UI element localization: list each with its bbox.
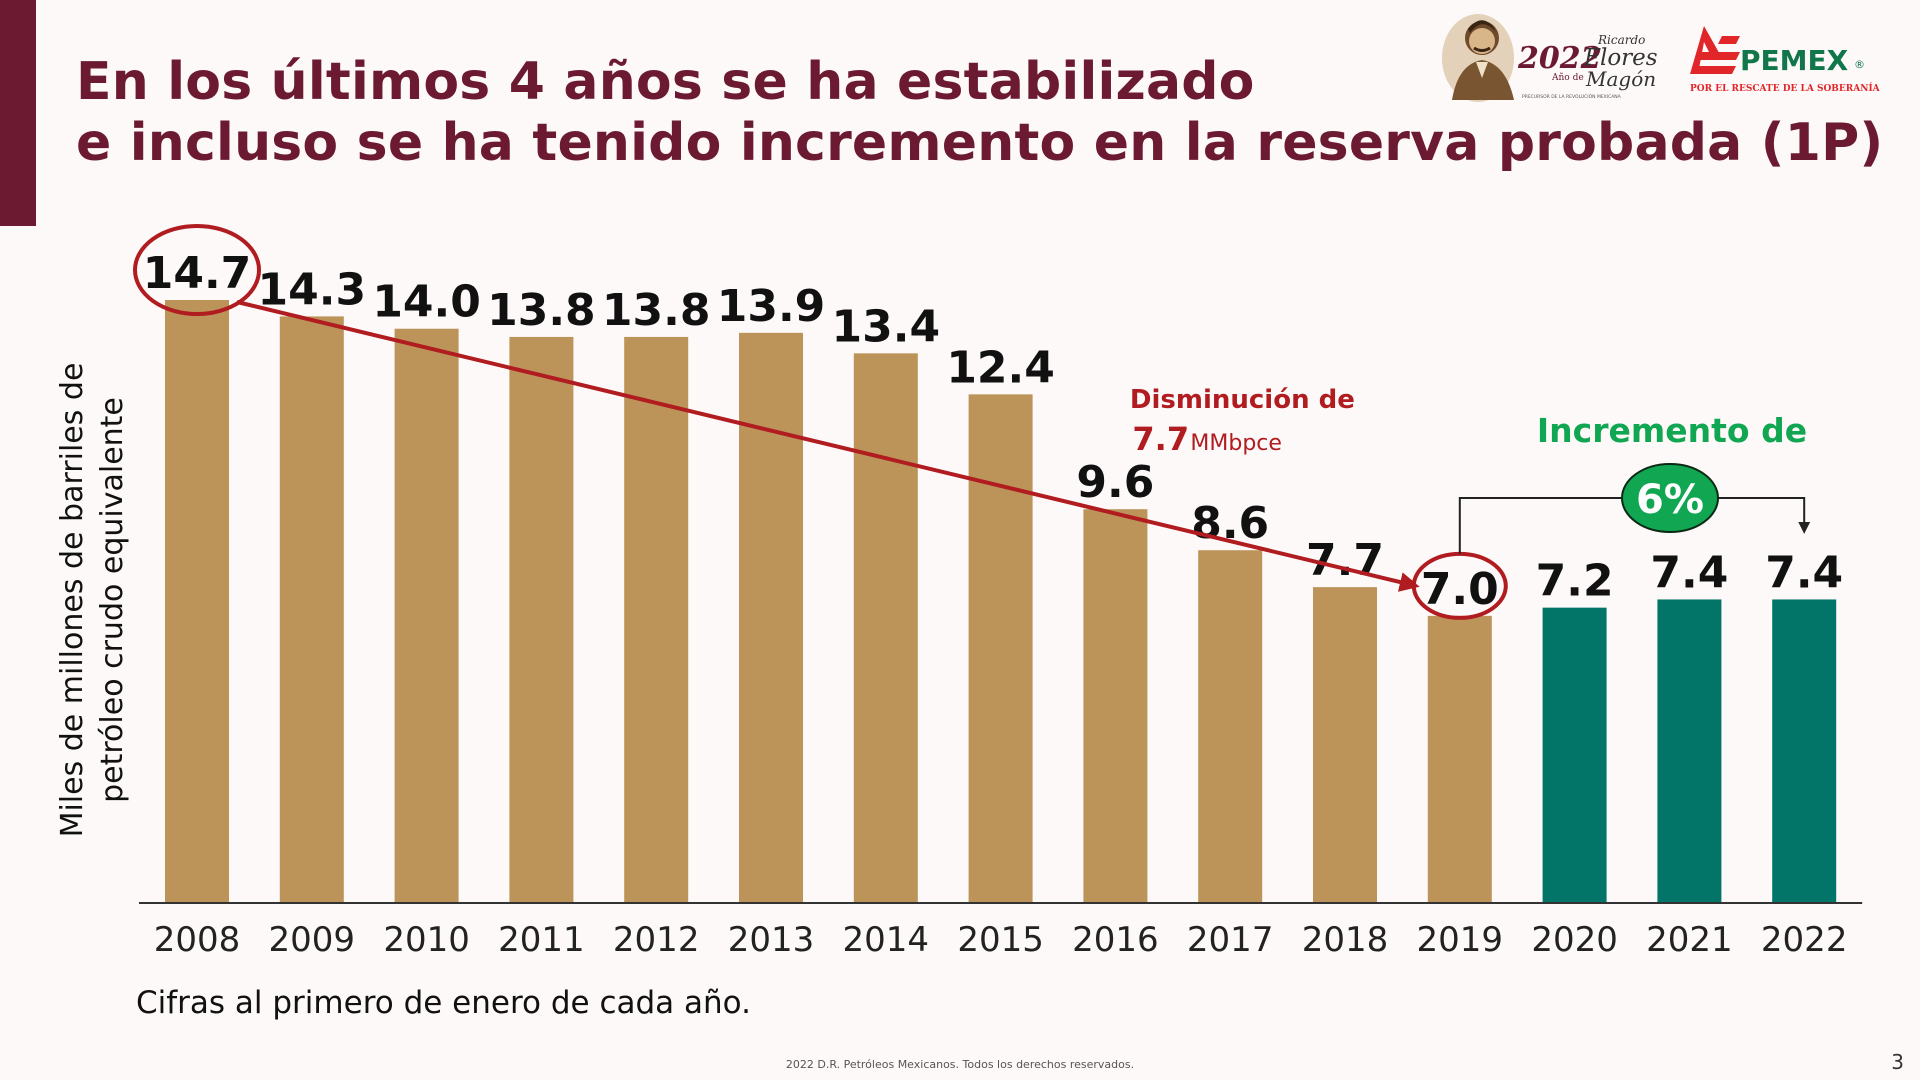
anniversary-name-1: Ricardo: [1597, 33, 1645, 47]
category-label-2019: 2019: [1417, 920, 1504, 960]
footnote: Cifras al primero de enero de cada año.: [136, 985, 751, 1021]
pemex-registered-mark: ®: [1854, 58, 1865, 71]
bar-2009: [279, 316, 344, 903]
category-label-2009: 2009: [269, 920, 356, 960]
decline-annotation-unit: MMbpce: [1190, 431, 1282, 456]
category-label-2017: 2017: [1187, 920, 1274, 960]
anniversary-year: 2022: [1517, 41, 1602, 76]
category-label-2010: 2010: [383, 920, 470, 960]
value-label-2008: 14.7: [143, 248, 252, 299]
category-label-2021: 2021: [1646, 920, 1733, 960]
value-label-2010: 14.0: [372, 277, 481, 328]
increase-annotation-label: Incremento de: [1537, 411, 1807, 450]
anniversary-name-3: Magón: [1585, 67, 1656, 91]
category-labels: 2008 2009 2010 2011 2012 2013 2014 2015 2016 2017…: [154, 920, 1848, 960]
value-label-2013: 13.9: [717, 281, 826, 332]
page-number: 3: [1891, 1050, 1904, 1074]
category-label-2018: 2018: [1302, 920, 1389, 960]
pemex-tagline: POR EL RESCATE DE LA SOBERANÍA: [1690, 82, 1881, 94]
bar-2015: [968, 394, 1033, 903]
category-label-2012: 2012: [613, 920, 700, 960]
category-label-2013: 2013: [728, 920, 815, 960]
y-axis-label-line-1: Miles de millones de barriles de: [55, 363, 90, 838]
increase-badge: [1621, 463, 1719, 533]
bar-2018: [1313, 587, 1377, 903]
bar-2010: [394, 328, 459, 903]
bar-2011: [509, 336, 574, 904]
title-line-1: En los últimos 4 años se ha estabilizado: [76, 52, 1255, 112]
decline-arrow: [236, 300, 1420, 592]
title-line-2: e incluso se ha tenido incremento en la …: [76, 113, 1884, 173]
value-label-2015: 12.4: [946, 342, 1055, 393]
bars: [165, 300, 1837, 904]
bar-2022: [1772, 599, 1837, 903]
value-label-2009: 14.3: [258, 264, 367, 315]
decline-annotation-label: Disminución de: [1130, 385, 1355, 415]
category-label-2016: 2016: [1072, 920, 1159, 960]
value-label-2022: 7.4: [1765, 547, 1843, 598]
pemex-eagle-icon: [1690, 26, 1740, 74]
value-label-2019: 7.0: [1421, 564, 1499, 615]
bar-2013: [739, 332, 803, 904]
pemex-wordmark: PEMEX: [1740, 44, 1849, 77]
decline-annotation-value: 7.7: [1132, 420, 1189, 458]
category-label-2022: 2022: [1761, 920, 1848, 960]
pemex-logo: PEMEX ® POR EL RESCATE DE LA SOBERANÍA: [1690, 26, 1881, 94]
value-label-2020: 7.2: [1536, 556, 1614, 607]
y-axis-label: Miles de millones de barriles de petróle…: [55, 363, 130, 838]
copyright: 2022 D.R. Petróleos Mexicanos. Todos los…: [785, 1058, 1135, 1071]
bar-2021: [1657, 599, 1722, 903]
value-label-2011: 13.8: [487, 285, 596, 336]
category-label-2014: 2014: [843, 920, 930, 960]
value-label-2021: 7.4: [1650, 547, 1728, 598]
annotations: Disminución de 7.7 MMbpce Incremento de 6%: [133, 224, 1811, 620]
value-labels: 14.7 14.3 14.0 13.8 13.8 13.9 13.412.49.68.67.…: [143, 248, 1843, 615]
bar-2016: [1083, 509, 1148, 903]
anniversary-name-2: Flores: [1583, 45, 1658, 71]
category-label-2015: 2015: [957, 920, 1044, 960]
accent-bar: [0, 0, 36, 226]
category-label-2020: 2020: [1531, 920, 1618, 960]
category-label-2008: 2008: [154, 920, 241, 960]
value-label-2016: 9.6: [1076, 457, 1154, 508]
anniversary-tagline: PRECURSOR DE LA REVOLUCIÓN MEXICANA: [1522, 93, 1622, 100]
portrait-icon: [1442, 14, 1514, 102]
bar-2019: [1427, 615, 1492, 903]
bar-2008: [165, 300, 229, 903]
value-label-2012: 13.8: [602, 285, 711, 336]
page-title: En los últimos 4 años se ha estabilizado…: [76, 52, 1883, 174]
bar-2012: [624, 336, 689, 904]
ricardo-flores-magon-logo: 2022 Año de Ricardo Flores Magón PRECURS…: [1442, 14, 1658, 102]
bar-2020: [1542, 607, 1607, 903]
bar-2014: [853, 353, 918, 903]
bar-2017: [1198, 550, 1263, 903]
highlight-circle-start: [133, 224, 261, 316]
header-logos: 2022 Año de Ricardo Flores Magón PRECURS…: [1442, 14, 1881, 102]
anniversary-year-caption: Año de: [1551, 73, 1584, 83]
value-label-2014: 13.4: [832, 301, 941, 352]
category-label-2011: 2011: [498, 920, 585, 960]
y-axis-label-line-2: petróleo crudo equivalente: [95, 397, 130, 803]
increase-annotation-value: 6%: [1636, 477, 1704, 523]
